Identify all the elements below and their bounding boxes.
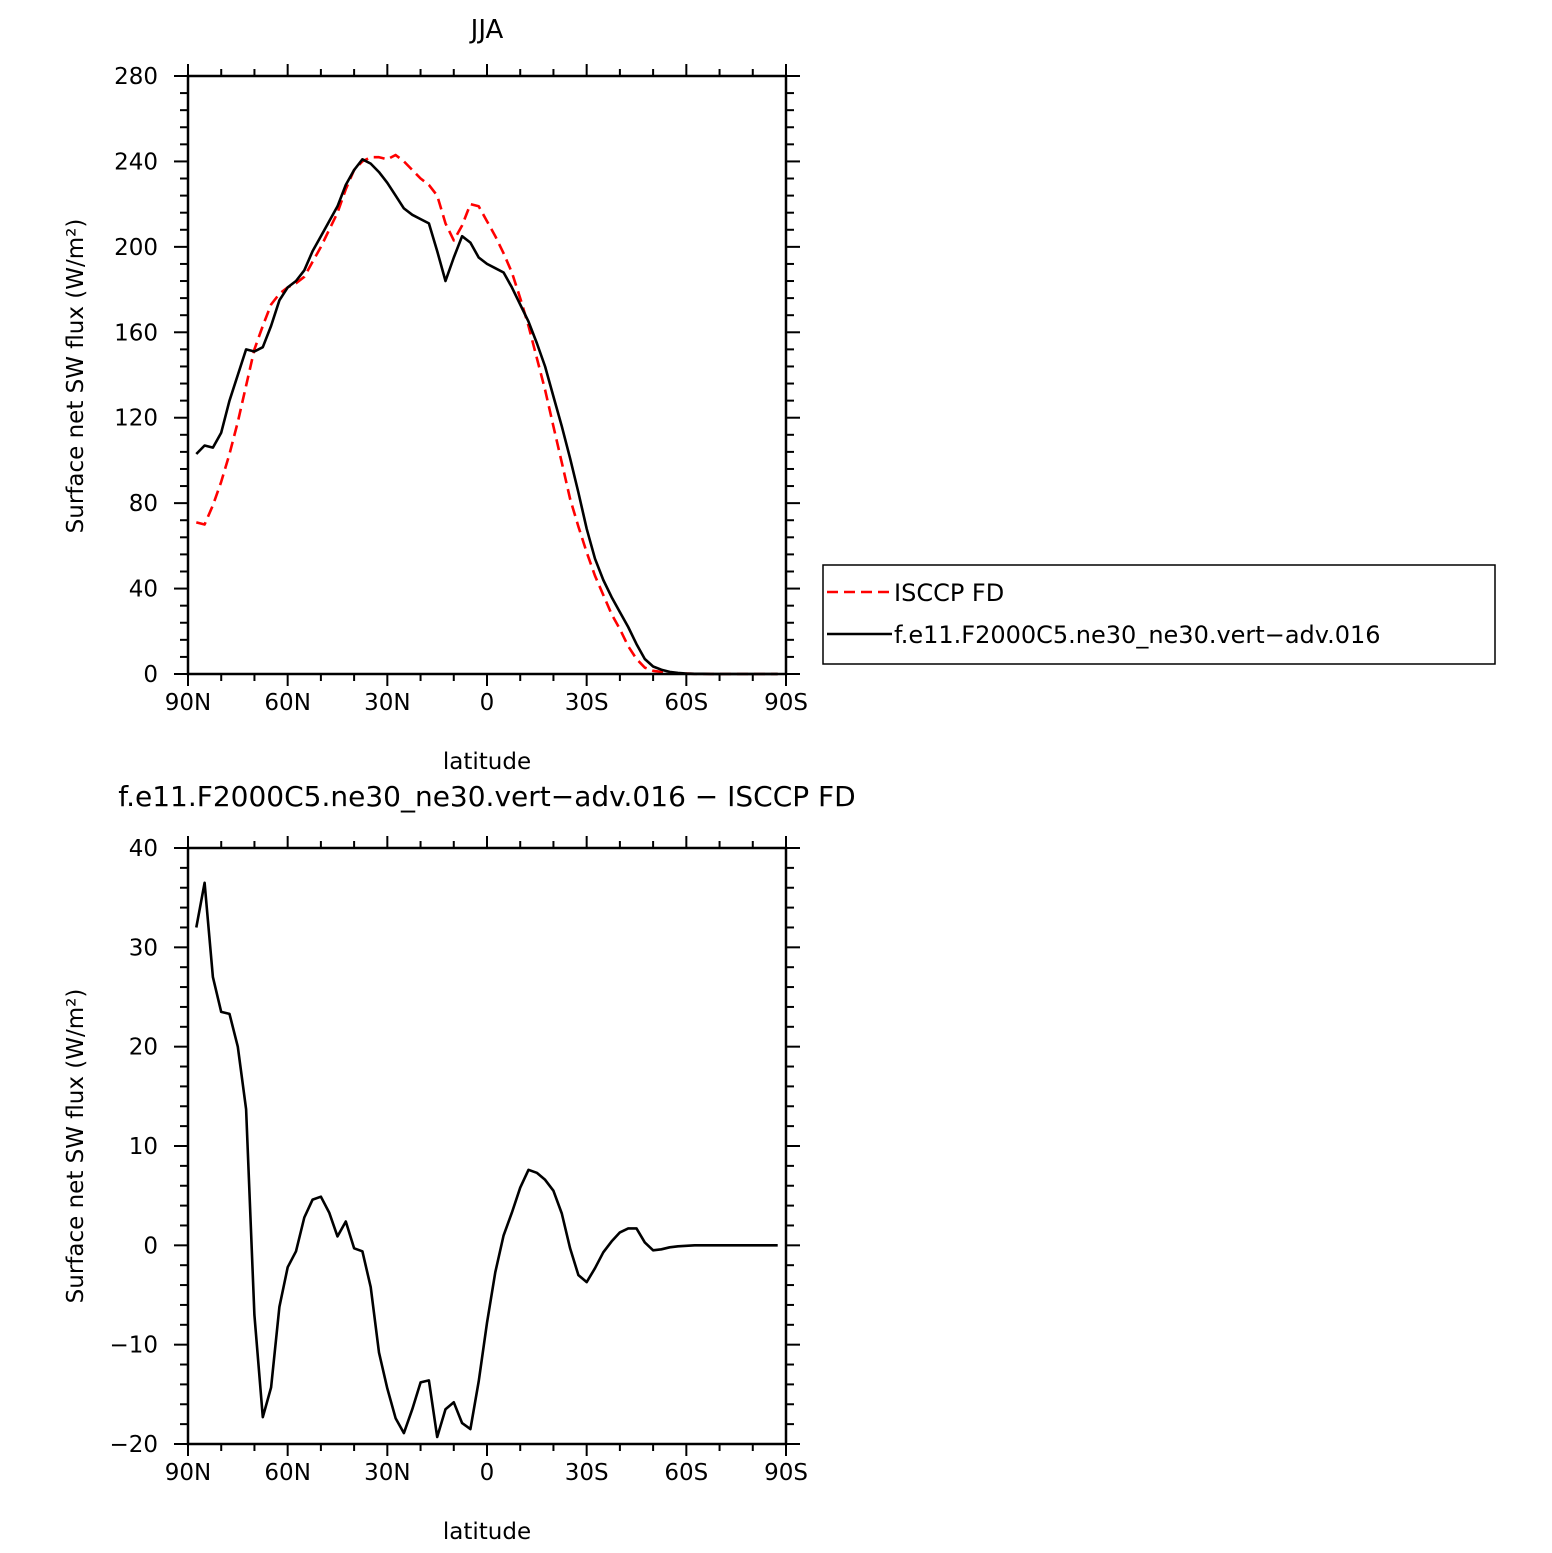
y-tick-label: −20 [109, 1432, 158, 1458]
x-tick-label: 90N [165, 1460, 211, 1486]
bottom-chart-plot-frame [186, 846, 788, 1446]
x-tick-label: 0 [480, 690, 495, 716]
top-chart-xlabel: latitude [443, 749, 531, 775]
bottom-chart-xlabel: latitude [443, 1519, 531, 1545]
y-tick-label: −10 [109, 1333, 158, 1359]
y-tick-label: 0 [143, 1233, 158, 1259]
legend-label-isccp: ISCCP FD [894, 579, 1004, 607]
top-chart-plot-frame [186, 74, 788, 676]
top-chart: JJA Surface net SW flux (W/m²) latitude … [63, 15, 1496, 775]
x-tick-label: 60S [664, 690, 708, 716]
y-tick-label: 240 [114, 149, 158, 175]
y-tick-label: 280 [114, 64, 158, 90]
x-tick-label: 90N [165, 690, 211, 716]
bottom-chart: f.e11.F2000C5.ne30_ne30.vert−adv.016 − I… [63, 780, 856, 1545]
y-tick-label: 40 [129, 577, 158, 603]
y-tick-label: 200 [114, 235, 158, 261]
x-tick-label: 30S [565, 690, 609, 716]
x-tick-label: 30N [364, 690, 410, 716]
y-tick-label: 30 [129, 935, 158, 961]
y-tick-label: 120 [114, 406, 158, 432]
x-tick-label: 30S [565, 1460, 609, 1486]
top-chart-legend: ISCCP FD f.e11.F2000C5.ne30_ne30.vert−ad… [822, 564, 1496, 665]
series-line-0 [195, 881, 778, 1439]
legend-box [822, 564, 1496, 665]
top-chart-series [195, 153, 778, 676]
series-line-0 [195, 153, 778, 676]
x-tick-label: 90S [764, 1460, 808, 1486]
x-tick-label: 60N [264, 690, 310, 716]
y-tick-label: 160 [114, 320, 158, 346]
bottom-chart-series [195, 881, 778, 1439]
y-tick-label: 10 [129, 1134, 158, 1160]
x-tick-label: 0 [480, 1460, 495, 1486]
bottom-chart-ticks: 90N 60N 30N 0 30S 60S 90S −20 −10 0 10 20 30 40 [109, 836, 808, 1486]
bottom-chart-ylabel: Surface net SW flux (W/m²) [63, 989, 89, 1304]
x-tick-label: 90S [764, 690, 808, 716]
x-tick-label: 60N [264, 1460, 310, 1486]
top-chart-title: JJA [469, 15, 504, 45]
y-tick-label: 20 [129, 1035, 158, 1061]
y-tick-label: 40 [129, 836, 158, 862]
y-tick-label: 0 [143, 662, 158, 688]
y-tick-label: 80 [129, 491, 158, 517]
x-tick-label: 60S [664, 1460, 708, 1486]
top-chart-ylabel: Surface net SW flux (W/m²) [63, 219, 89, 534]
legend-label-model: f.e11.F2000C5.ne30_ne30.vert−adv.016 [894, 621, 1381, 649]
series-line-1 [195, 158, 778, 676]
bottom-chart-title: f.e11.F2000C5.ne30_ne30.vert−adv.016 − I… [118, 780, 855, 813]
x-tick-label: 30N [364, 1460, 410, 1486]
top-chart-ticks: 90N 60N 30N 0 30S 60S 90S 0 40 80 120 160 200 240 280 [114, 64, 808, 716]
